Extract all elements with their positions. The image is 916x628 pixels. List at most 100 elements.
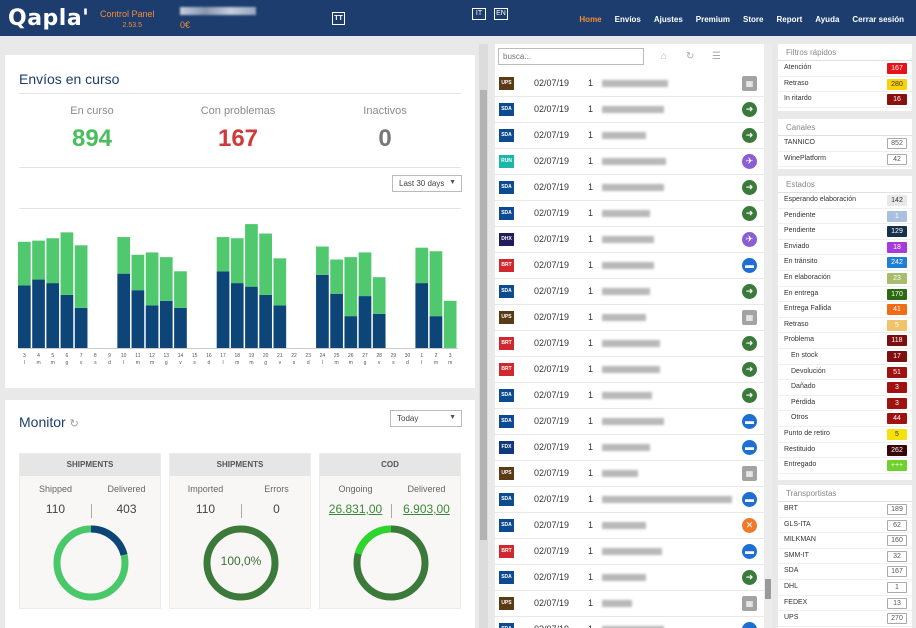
rocket-status-icon[interactable]: ✈	[742, 154, 757, 169]
bar-en-curso-2[interactable]	[46, 238, 60, 284]
sq-status-icon[interactable]: ▦	[742, 596, 757, 611]
bar-entregado-14[interactable]	[216, 271, 230, 348]
bar-en-curso-10[interactable]	[159, 257, 173, 301]
nav-home[interactable]: Home	[579, 15, 602, 24]
filtros-item[interactable]: In ritardo 16	[778, 92, 912, 108]
arrow-status-icon[interactable]: ➜	[742, 206, 757, 221]
bar-entregado-17[interactable]	[259, 294, 272, 348]
bar-entregado-29[interactable]	[429, 316, 443, 348]
lang-en-button[interactable]: EN	[494, 8, 508, 20]
transportistas-item[interactable]: BRT 189	[778, 502, 912, 518]
bar-entregado-28[interactable]	[415, 283, 429, 348]
estados-item[interactable]: Devolución 51	[778, 365, 912, 381]
list-item[interactable]: SDA 02/07/19 1 ➜	[495, 201, 765, 227]
bar-entregado-1[interactable]	[32, 279, 45, 348]
transportistas-item[interactable]: FEDEX 13	[778, 596, 912, 612]
arrow-status-icon[interactable]: ➜	[742, 102, 757, 117]
menu-icon[interactable]: ☰	[712, 51, 721, 62]
canales-item[interactable]: TANNICO 852	[778, 136, 912, 152]
home-icon[interactable]: ⌂	[661, 51, 668, 62]
bar-en-curso-28[interactable]	[415, 247, 429, 284]
lang-it-button[interactable]: IT	[472, 8, 486, 20]
transportistas-item[interactable]: MILKMAN 160	[778, 533, 912, 549]
bar-entregado-4[interactable]	[74, 307, 88, 348]
bar-entregado-10[interactable]	[159, 300, 173, 348]
stat-inactivos[interactable]: Inactivos 0	[315, 105, 455, 153]
stat-en-curso[interactable]: En curso 894	[22, 105, 162, 153]
bar-en-curso-0[interactable]	[18, 241, 31, 286]
estados-item[interactable]: Retraso 5	[778, 318, 912, 334]
refresh-icon[interactable]: ↻	[69, 418, 79, 430]
bar-en-curso-18[interactable]	[273, 258, 287, 306]
sq-status-icon[interactable]: ▦	[742, 310, 757, 325]
monitor-range-select[interactable]: Today ▼	[390, 410, 462, 427]
transportistas-item[interactable]: UPS 270	[778, 611, 912, 627]
estados-item[interactable]: Entregado +++	[778, 458, 912, 474]
bar-en-curso-8[interactable]	[131, 254, 145, 291]
bar-en-curso-30[interactable]	[443, 300, 457, 348]
bar-en-curso-11[interactable]	[174, 271, 187, 308]
nav-envios[interactable]: Envíos	[614, 15, 641, 24]
bar-en-curso-16[interactable]	[245, 224, 258, 287]
arrow-status-icon[interactable]: ➜	[742, 180, 757, 195]
cod-ongoing-link[interactable]: 26.831,00	[328, 502, 383, 516]
arrow-status-icon[interactable]: ➜	[742, 336, 757, 351]
bar-en-curso-25[interactable]	[372, 277, 386, 314]
estados-item[interactable]: Pérdida 3	[778, 396, 912, 412]
bar-entregado-21[interactable]	[316, 274, 329, 348]
bar-entregado-0[interactable]	[18, 285, 31, 348]
nav-premium[interactable]: Premium	[695, 15, 731, 24]
bar-entregado-18[interactable]	[273, 305, 287, 348]
refresh-icon[interactable]: ↻	[686, 51, 695, 62]
truck-status-icon[interactable]: ▬	[742, 544, 757, 559]
nav-cerrar-sesion[interactable]: Cerrar sesión	[852, 15, 904, 24]
list-item[interactable]: UPS 02/07/19 1 ▦	[495, 591, 765, 617]
nav-report[interactable]: Report	[776, 15, 803, 24]
estados-item[interactable]: Pendiente 1	[778, 209, 912, 225]
filtros-item[interactable]: Atención 167	[778, 61, 912, 77]
estados-item[interactable]: Pendiente 129	[778, 224, 912, 240]
bar-entregado-22[interactable]	[330, 293, 343, 348]
list-item[interactable]: SDA 02/07/19 1 ✕	[495, 513, 765, 539]
list-item[interactable]: UPS 02/07/19 1 ▦	[495, 71, 765, 97]
filtros-item[interactable]: Retraso 280	[778, 77, 912, 93]
estados-item[interactable]: Problema 118	[778, 333, 912, 349]
transportistas-item[interactable]: DHL 1	[778, 580, 912, 596]
scrollbar-thumb[interactable]	[765, 579, 771, 599]
sq-status-icon[interactable]: ▦	[742, 76, 757, 91]
qapla-logo[interactable]: Qapla'	[8, 6, 90, 31]
list-item[interactable]: SDA 02/07/19 1 ➜	[495, 565, 765, 591]
bar-entregado-3[interactable]	[60, 294, 74, 348]
bar-en-curso-1[interactable]	[32, 240, 45, 280]
list-item[interactable]: SDA 02/07/19 1 ➜	[495, 383, 765, 409]
bar-en-curso-14[interactable]	[216, 237, 230, 272]
transportistas-item[interactable]: SDA 167	[778, 564, 912, 580]
bar-entregado-16[interactable]	[245, 286, 258, 348]
transportistas-item[interactable]: GLS-ITA 62	[778, 518, 912, 534]
search-input[interactable]	[498, 48, 644, 65]
estados-item[interactable]: Otros 44	[778, 411, 912, 427]
truck-status-icon[interactable]: ▬	[742, 414, 757, 429]
bar-en-curso-4[interactable]	[74, 245, 88, 308]
list-item[interactable]: SDA 02/07/19 1 ➜	[495, 123, 765, 149]
nav-store[interactable]: Store	[743, 15, 764, 24]
truck-status-icon[interactable]: ▬	[742, 440, 757, 455]
estados-item[interactable]: Esperando elaboración 142	[778, 193, 912, 209]
estados-item[interactable]: Entrega Fallida 41	[778, 302, 912, 318]
bar-entregado-15[interactable]	[230, 283, 244, 348]
truck-status-icon[interactable]: ▬	[742, 622, 757, 628]
nav-ajustes[interactable]: Ajustes	[653, 15, 683, 24]
list-item[interactable]: BRT 02/07/19 1 ➜	[495, 331, 765, 357]
control-panel-link[interactable]: Control Panel 2.53.5	[100, 9, 155, 29]
list-item[interactable]: SDA 02/07/19 1 ➜	[495, 97, 765, 123]
list-item[interactable]: SDA 02/07/19 1 ▬	[495, 487, 765, 513]
bar-en-curso-15[interactable]	[230, 238, 244, 284]
cod-delivered-link[interactable]: 6.903,00	[403, 502, 450, 516]
transportistas-item[interactable]: SMM-IT 32	[778, 549, 912, 565]
bar-entregado-11[interactable]	[174, 307, 187, 348]
list-item[interactable]: BRT 02/07/19 1 ▬	[495, 539, 765, 565]
bar-en-curso-7[interactable]	[117, 237, 131, 274]
scrollbar-thumb[interactable]	[480, 90, 487, 540]
truck-status-icon[interactable]: ▬	[742, 492, 757, 507]
bar-entregado-8[interactable]	[131, 290, 145, 348]
